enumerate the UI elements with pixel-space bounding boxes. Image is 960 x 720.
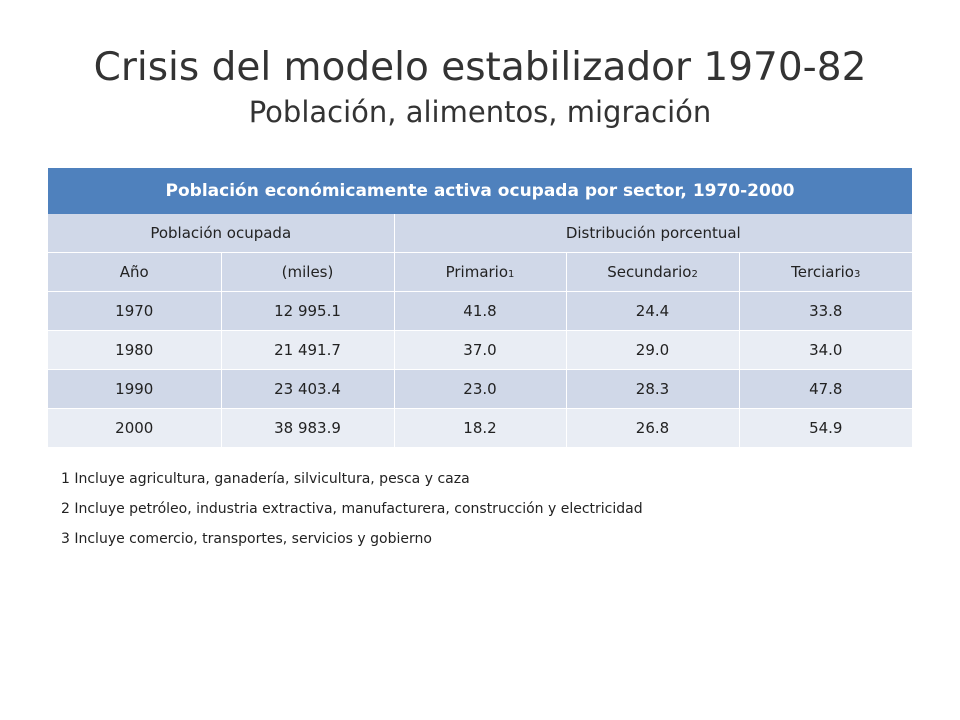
table-cell-tertiary: 54.9 xyxy=(738,408,913,447)
group-header-distribution: Distribución porcentual xyxy=(393,214,913,253)
table-row: 1990 23 403.4 23.0 28.3 47.8 xyxy=(48,369,913,409)
table-cell-thousands: 38 983.9 xyxy=(220,408,394,447)
footnote-3: 3 Incluye comercio, transportes, servici… xyxy=(61,531,432,547)
slide-title-main: Crisis del modelo estabilizador 1970-82 xyxy=(93,45,867,90)
table-cell-tertiary: 47.8 xyxy=(738,369,913,409)
footnote-marker: 3 xyxy=(853,269,861,280)
table-cell-thousands: 12 995.1 xyxy=(220,291,394,331)
table-cell-primary: 23.0 xyxy=(393,369,566,409)
table-row: 1970 12 995.1 41.8 24.4 33.8 xyxy=(48,291,913,331)
table-caption-row: Población económicamente activa ocupada … xyxy=(48,168,913,214)
table-cell-secondary: 24.4 xyxy=(565,291,739,331)
table-cell-year: 2000 xyxy=(48,408,221,447)
column-header-secondary: Secundario2 xyxy=(565,252,739,292)
table-cell-thousands: 23 403.4 xyxy=(220,369,394,409)
column-header-year: Año xyxy=(48,252,221,292)
table-cell-secondary: 29.0 xyxy=(565,330,739,370)
column-header-label: Secundario xyxy=(607,263,692,281)
column-header-thousands: (miles) xyxy=(220,252,394,292)
column-header-label: Año xyxy=(119,263,149,281)
table-cell-thousands: 21 491.7 xyxy=(220,330,394,370)
table-row: 2000 38 983.9 18.2 26.8 54.9 xyxy=(48,408,913,447)
footnote-marker: 1 xyxy=(508,269,515,280)
column-header-label: Primario xyxy=(445,263,509,281)
table-cell-secondary: 28.3 xyxy=(565,369,739,409)
table-cell-primary: 37.0 xyxy=(393,330,566,370)
column-header-label: (miles) xyxy=(281,263,334,281)
slide-subtitle: Población, alimentos, migración xyxy=(248,95,712,129)
table-row: 1980 21 491.7 37.0 29.0 34.0 xyxy=(48,330,913,370)
table-cell-primary: 18.2 xyxy=(393,408,566,447)
table-cell-tertiary: 33.8 xyxy=(738,291,913,331)
table-cell-year: 1990 xyxy=(48,369,221,409)
footnotes: 1 Incluye agricultura, ganadería, silvic… xyxy=(61,464,643,554)
footnote-2: 2 Incluye petróleo, industria extractiva… xyxy=(61,501,643,517)
table-cell-secondary: 26.8 xyxy=(565,408,739,447)
slide-title: Crisis del modelo estabilizador 1970-82 … xyxy=(0,44,960,132)
column-header-label: Terciario xyxy=(791,263,854,281)
table-cell-tertiary: 34.0 xyxy=(738,330,913,370)
group-header-row: Población ocupada Distribución porcentua… xyxy=(48,214,913,253)
table-cell-primary: 41.8 xyxy=(393,291,566,331)
table-cell-year: 1980 xyxy=(48,330,221,370)
table-caption: Población económicamente activa ocupada … xyxy=(48,168,913,214)
column-header-row: Año (miles) Primario1 Secundario2 Tercia… xyxy=(48,252,913,292)
group-header-population: Población ocupada xyxy=(48,214,394,253)
footnote-marker: 2 xyxy=(691,269,698,280)
table-cell-year: 1970 xyxy=(48,291,221,331)
footnote-1: 1 Incluye agricultura, ganadería, silvic… xyxy=(61,471,470,487)
column-header-primary: Primario1 xyxy=(393,252,566,292)
employment-table: Población económicamente activa ocupada … xyxy=(48,168,913,447)
column-header-tertiary: Terciario3 xyxy=(738,252,913,292)
